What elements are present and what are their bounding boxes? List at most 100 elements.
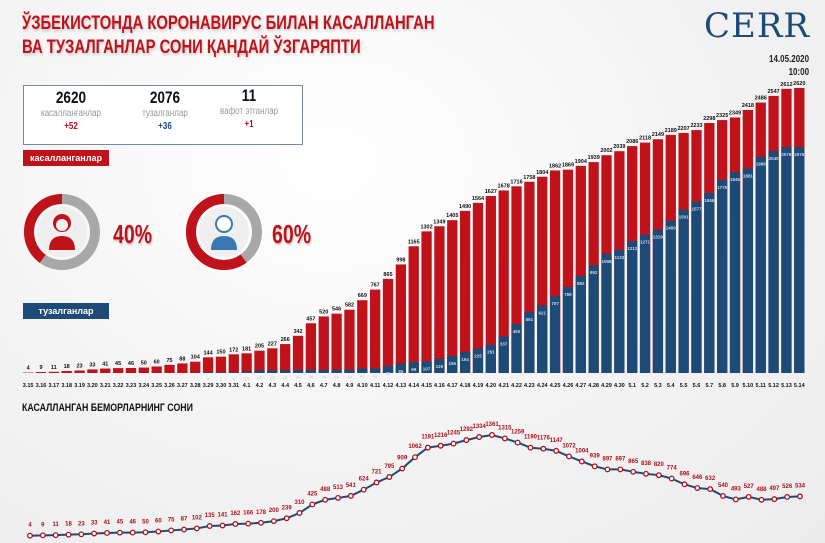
bar-recovered-label: 156	[449, 361, 457, 366]
bar-recovered	[537, 305, 548, 373]
bar-recovered-label: 25	[257, 375, 263, 380]
line-point	[116, 529, 123, 536]
x-tick-label: 4.12	[383, 383, 394, 389]
line-point-label: 1191	[421, 435, 435, 441]
bar-infected	[357, 300, 368, 373]
stat-recovered: 2076 тузалганлар +36	[120, 88, 210, 132]
bar-recovered-label: 7	[220, 377, 223, 382]
line-point-label: 1147	[550, 438, 564, 444]
x-tick-label: 4.18	[460, 383, 471, 389]
bar-total-label: 1904	[575, 159, 588, 165]
bar-total-label: 342	[293, 329, 302, 335]
line-point	[643, 470, 649, 477]
title-line-1: ЎЗБЕКИСТОНДА КОРОНАВИРУС БИЛАН КАСАЛЛАНГ…	[22, 13, 435, 34]
legend-recovered: тузалганлар	[23, 303, 109, 319]
line-point-label: 721	[371, 469, 382, 475]
line-point	[784, 494, 791, 500]
bar-infected	[524, 181, 535, 373]
bar-recovered	[575, 275, 586, 373]
bar-recovered-label: 561	[526, 317, 534, 322]
bar-infected	[267, 348, 278, 373]
line-point-label: 513	[333, 485, 344, 491]
line-point	[578, 458, 585, 465]
bar-recovered-label: 129	[436, 364, 444, 369]
line-point	[155, 528, 162, 535]
male-icon	[211, 215, 237, 250]
line-point	[142, 529, 149, 536]
line-point	[27, 532, 33, 539]
bar-recovered-label: 1656	[704, 198, 715, 203]
bar-total-label: 227	[268, 341, 277, 347]
bar-total-label: 11	[51, 365, 57, 371]
bar-recovered	[318, 369, 329, 373]
x-tick-label: 4.29	[601, 383, 612, 389]
bar-total-label: 23	[76, 363, 82, 369]
stat-value: 2620	[55, 88, 87, 107]
bar-recovered	[704, 192, 715, 373]
bar-recovered-label: 85	[398, 369, 404, 374]
bar-infected	[292, 335, 304, 373]
bar-infected	[254, 350, 265, 373]
line-point-label: 162	[230, 511, 241, 517]
bar-recovered	[768, 151, 779, 373]
bar-infected	[151, 366, 162, 373]
line-point-label: 425	[307, 491, 318, 497]
x-tick-label: 3.22	[113, 383, 124, 389]
x-tick-label: 4.8	[333, 383, 341, 389]
bar-recovered	[755, 156, 766, 373]
bar-total-label: 2189	[665, 128, 677, 134]
line-point-label: 696	[679, 471, 690, 477]
bar-recovered-label: 30	[308, 375, 314, 380]
bar-total-label: 1862	[549, 163, 561, 169]
line-point	[720, 492, 726, 499]
x-tick-label: 3.23	[126, 383, 137, 389]
legend-infected: касалланганлар	[23, 150, 109, 166]
line-point-label: 1315	[498, 425, 512, 431]
line-point-label: 820	[654, 462, 665, 468]
bar-total-label: 457	[306, 316, 315, 322]
x-tick-label: 3.24	[138, 383, 150, 389]
line-point	[617, 466, 624, 473]
bar-total-label: 50	[141, 361, 147, 367]
bar-recovered	[472, 348, 484, 373]
bar-total-label: 181	[242, 346, 251, 352]
x-tick-label: 4.26	[563, 383, 574, 389]
bar-recovered-label: 2076	[781, 152, 792, 157]
bar-recovered-label: 707	[551, 301, 559, 306]
x-tick-label: 3.21	[100, 383, 111, 389]
line-point-label: 4	[28, 523, 32, 529]
bar-total-label: 2325	[716, 113, 728, 119]
line-point-label: 624	[359, 477, 370, 483]
x-tick-label: 3.31	[228, 383, 239, 389]
bar-recovered-label: 621	[538, 310, 546, 315]
bar-recovered	[524, 311, 535, 373]
line-point	[399, 465, 406, 472]
line-point-label: 909	[397, 456, 408, 462]
line-point-label: 488	[320, 487, 331, 493]
bar-total-label: 1939	[588, 155, 600, 161]
line-point-label: 1259	[511, 430, 525, 436]
bar-total-label: 865	[383, 272, 392, 278]
line-point	[219, 522, 226, 529]
bar-total-label: 1349	[433, 219, 445, 225]
bar-infected	[498, 190, 509, 373]
line-point	[553, 447, 560, 454]
bar-recovered-label: 8	[233, 377, 236, 382]
line-point	[360, 486, 367, 493]
line-point	[181, 526, 187, 533]
bar-recovered-label: 450	[513, 329, 521, 334]
bar-total-label: 2547	[767, 89, 779, 95]
bar-total-label: 88	[179, 356, 185, 362]
x-tick-label: 4.1	[243, 383, 251, 389]
bar-recovered-label: 1096	[601, 259, 612, 264]
line-point-label: 1292	[460, 427, 474, 433]
x-tick-label: 5.2	[641, 383, 649, 389]
bar-recovered-label: 30	[334, 375, 340, 380]
line-point-label: 534	[795, 483, 806, 489]
bar-recovered	[382, 365, 394, 373]
bar-infected	[177, 363, 188, 373]
bar-recovered-label: 42	[373, 373, 379, 378]
bar-infected	[164, 364, 175, 373]
